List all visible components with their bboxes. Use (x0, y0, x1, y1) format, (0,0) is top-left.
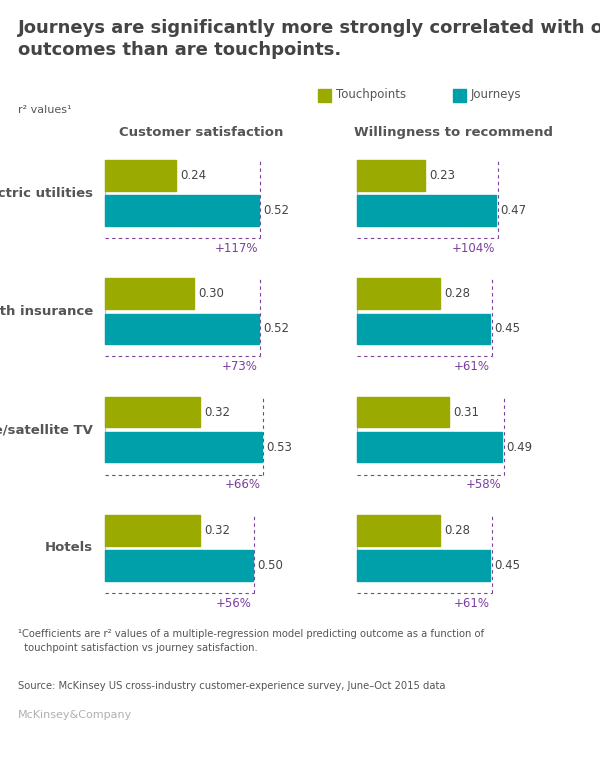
Text: ¹Coefficients are r² values of a multiple-regression model predicting outcome as: ¹Coefficients are r² values of a multipl… (18, 629, 484, 653)
Text: 0.23: 0.23 (430, 169, 456, 182)
Text: 0.28: 0.28 (445, 523, 470, 537)
Text: +56%: +56% (216, 597, 252, 610)
Bar (105, 314, 259, 344)
Text: +73%: +73% (222, 360, 258, 373)
Text: Electric utilities: Electric utilities (0, 186, 93, 200)
Bar (357, 432, 502, 462)
Text: Journeys: Journeys (471, 89, 521, 101)
Text: +61%: +61% (454, 360, 490, 373)
Text: +104%: +104% (452, 242, 495, 255)
Text: 0.45: 0.45 (495, 322, 521, 336)
Bar (453, 89, 466, 102)
Text: McKinsey&Company: McKinsey&Company (18, 710, 132, 720)
Bar (357, 550, 490, 581)
Text: 0.32: 0.32 (205, 405, 230, 419)
Text: +58%: +58% (466, 478, 501, 491)
Text: 0.52: 0.52 (263, 322, 289, 336)
Text: Customer satisfaction: Customer satisfaction (119, 126, 283, 139)
Bar (105, 397, 200, 427)
Text: Touchpoints: Touchpoints (336, 89, 406, 101)
Text: 0.53: 0.53 (266, 440, 292, 454)
Text: Willingness to recommend: Willingness to recommend (353, 126, 553, 139)
Text: Health insurance: Health insurance (0, 304, 93, 318)
Text: Source: McKinsey US cross-industry customer-experience survey, June–Oct 2015 dat: Source: McKinsey US cross-industry custo… (18, 681, 445, 691)
Text: 0.52: 0.52 (263, 204, 289, 217)
Bar (105, 432, 262, 462)
Bar (105, 195, 259, 226)
Bar (357, 278, 440, 309)
Text: r² values¹: r² values¹ (18, 105, 71, 115)
Bar (357, 397, 449, 427)
Bar (357, 515, 440, 546)
Text: 0.28: 0.28 (445, 287, 470, 301)
Text: 0.49: 0.49 (506, 440, 533, 454)
Bar (357, 314, 490, 344)
Text: 0.30: 0.30 (199, 287, 224, 301)
Bar (318, 89, 331, 102)
Text: 0.24: 0.24 (181, 169, 207, 182)
Bar (105, 160, 176, 191)
Text: +66%: +66% (225, 478, 261, 491)
Text: 0.45: 0.45 (495, 559, 521, 572)
Bar (105, 550, 253, 581)
Text: +61%: +61% (454, 597, 490, 610)
Text: +117%: +117% (215, 242, 258, 255)
Bar (357, 160, 425, 191)
Bar (357, 195, 496, 226)
Text: 0.50: 0.50 (257, 559, 283, 572)
Bar (105, 278, 194, 309)
Text: Journeys are significantly more strongly correlated with overall
outcomes than a: Journeys are significantly more strongly… (18, 19, 600, 60)
Text: Cable/satellite TV: Cable/satellite TV (0, 423, 93, 436)
Text: 0.32: 0.32 (205, 523, 230, 537)
Text: Hotels: Hotels (45, 541, 93, 555)
Text: 0.31: 0.31 (454, 405, 479, 419)
Text: 0.47: 0.47 (500, 204, 527, 217)
Bar (105, 515, 200, 546)
